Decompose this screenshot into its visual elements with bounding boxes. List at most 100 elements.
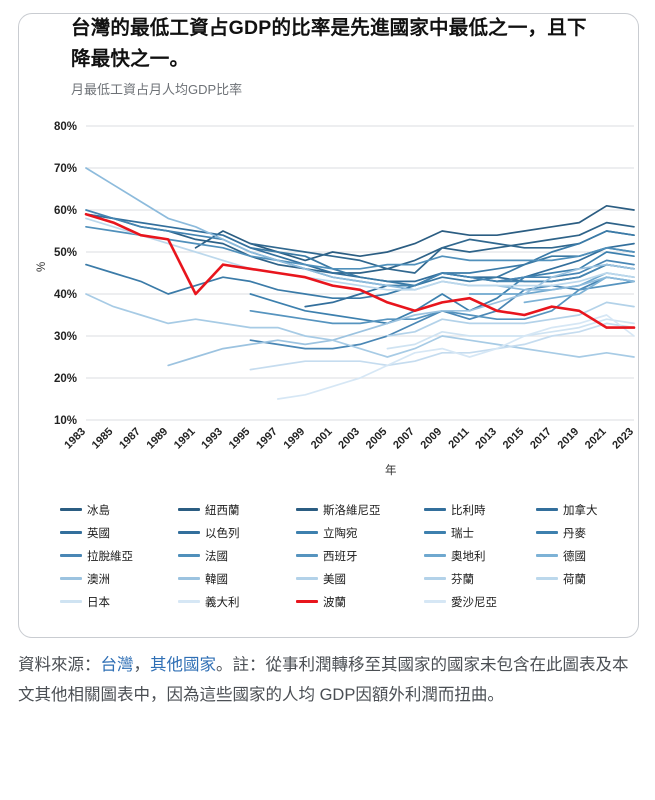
series-line-愛沙尼亞 bbox=[276, 314, 635, 400]
legend-label: 斯洛維尼亞 bbox=[323, 504, 381, 517]
legend-item-義大利[interactable]: 義大利 bbox=[178, 594, 296, 610]
legend-item-瑞士[interactable]: 瑞士 bbox=[424, 525, 536, 541]
x-tick-label: 1993 bbox=[199, 426, 225, 452]
x-tick-label: 1989 bbox=[145, 426, 171, 452]
legend-label: 立陶宛 bbox=[323, 527, 358, 540]
legend-item-比利時[interactable]: 比利時 bbox=[424, 502, 536, 518]
legend-item-加拿大[interactable]: 加拿大 bbox=[536, 502, 648, 518]
legend-swatch-icon bbox=[536, 554, 558, 557]
y-tick-label: 40% bbox=[54, 289, 77, 301]
series-line-荷蘭 bbox=[85, 217, 635, 291]
x-tick-label: 2021 bbox=[583, 426, 609, 452]
legend-label: 紐西蘭 bbox=[205, 504, 240, 517]
legend-label: 德國 bbox=[563, 550, 586, 563]
legend-swatch-icon bbox=[296, 577, 318, 580]
x-tick-label: 2015 bbox=[501, 426, 527, 452]
series-line-瑞士 bbox=[496, 259, 635, 283]
chart-plot-area: 10% 20% 30% 40% 50% 60% 70% 80% 1983 1985 1987 1989… bbox=[0, 108, 655, 488]
x-tick-label: 2013 bbox=[473, 426, 499, 452]
source-note-rest: 。註：從事利潤轉移至其國家的國家未包含在此圖表及本文其他相關圖表中，因為這些國家… bbox=[18, 656, 629, 704]
source-note: 資料來源：台灣，其他國家。註：從事利潤轉移至其國家的國家未包含在此圖表及本文其他… bbox=[18, 650, 643, 710]
chart-legend: 冰島 紐西蘭 斯洛維尼亞 比利時 加拿大英國 以色列 立陶宛 瑞士 丹麥拉脫維亞 法國 西班牙 奧地利… bbox=[60, 498, 630, 613]
legend-swatch-icon bbox=[536, 508, 558, 511]
legend-swatch-icon bbox=[60, 554, 82, 557]
legend-swatch-icon bbox=[424, 508, 446, 511]
legend-item-澳洲[interactable]: 澳洲 bbox=[60, 571, 178, 587]
source-separator: ， bbox=[133, 656, 151, 674]
series-line-立陶宛 bbox=[249, 251, 635, 325]
y-tick-label: 60% bbox=[54, 205, 77, 217]
legend-swatch-icon bbox=[424, 531, 446, 534]
legend-swatch-icon bbox=[178, 531, 200, 534]
legend-label: 波蘭 bbox=[323, 596, 346, 609]
y-tick-label: 30% bbox=[54, 331, 77, 343]
source-link-taiwan[interactable]: 台灣 bbox=[100, 656, 134, 674]
legend-swatch-icon bbox=[536, 577, 558, 580]
source-link-other-countries[interactable]: 其他國家 bbox=[150, 656, 216, 674]
legend-label: 法國 bbox=[205, 550, 228, 563]
legend-label: 加拿大 bbox=[563, 504, 598, 517]
legend-item-奧地利[interactable]: 奧地利 bbox=[424, 548, 536, 564]
page-title: 台灣的最低工資占GDP的比率是先進國家中最低之一，且下降最快之一。 bbox=[71, 17, 587, 70]
x-tick-label: 1983 bbox=[62, 426, 88, 452]
series-line-冰島 bbox=[194, 204, 635, 262]
legend-swatch-icon bbox=[60, 531, 82, 534]
legend-label: 澳洲 bbox=[87, 573, 110, 586]
x-tick-label: 1997 bbox=[254, 426, 280, 452]
legend-label: 荷蘭 bbox=[563, 573, 586, 586]
x-tick-label: 2019 bbox=[556, 426, 582, 452]
legend-item-法國[interactable]: 法國 bbox=[178, 548, 296, 564]
legend-label: 芬蘭 bbox=[451, 573, 474, 586]
x-axis-title: 年 bbox=[385, 465, 397, 477]
legend-item-德國[interactable]: 德國 bbox=[536, 548, 648, 564]
legend-label: 瑞士 bbox=[451, 527, 474, 540]
legend-item-紐西蘭[interactable]: 紐西蘭 bbox=[178, 502, 296, 518]
series-line-美國 bbox=[85, 293, 635, 358]
y-tick-label: 20% bbox=[54, 373, 77, 385]
legend-item-波蘭[interactable]: 波蘭 bbox=[296, 594, 424, 610]
legend-swatch-icon bbox=[60, 577, 82, 580]
legend-item-斯洛維尼亞[interactable]: 斯洛維尼亞 bbox=[296, 502, 424, 518]
y-tick-label: 80% bbox=[54, 121, 77, 133]
legend-item-西班牙[interactable]: 西班牙 bbox=[296, 548, 424, 564]
legend-swatch-icon bbox=[178, 554, 200, 557]
series-line-波蘭 bbox=[84, 212, 636, 329]
x-tick-label: 1985 bbox=[90, 426, 116, 452]
legend-item-丹麥[interactable]: 丹麥 bbox=[536, 525, 648, 541]
series-line-奧地利 bbox=[468, 272, 635, 295]
legend-item-愛沙尼亞[interactable]: 愛沙尼亞 bbox=[424, 594, 536, 610]
x-tick-label: 2005 bbox=[364, 426, 390, 452]
x-tick-label: 2003 bbox=[336, 426, 362, 452]
series-line-以色列 bbox=[249, 246, 635, 287]
legend-label: 丹麥 bbox=[563, 527, 586, 540]
y-tick-label: 70% bbox=[54, 163, 77, 175]
legend-item-以色列[interactable]: 以色列 bbox=[178, 525, 296, 541]
legend-item-拉脫維亞[interactable]: 拉脫維亞 bbox=[60, 548, 178, 564]
legend-swatch-icon bbox=[178, 577, 200, 580]
x-tick-label: 2007 bbox=[391, 426, 417, 452]
legend-label: 以色列 bbox=[205, 527, 240, 540]
series-line-日本 bbox=[249, 322, 635, 371]
x-tick-label: 1987 bbox=[117, 426, 143, 452]
legend-item-日本[interactable]: 日本 bbox=[60, 594, 178, 610]
legend-item-冰島[interactable]: 冰島 bbox=[60, 502, 178, 518]
legend-item-美國[interactable]: 美國 bbox=[296, 571, 424, 587]
legend-item-英國[interactable]: 英國 bbox=[60, 525, 178, 541]
legend-item-韓國[interactable]: 韓國 bbox=[178, 571, 296, 587]
legend-item-芬蘭[interactable]: 芬蘭 bbox=[424, 571, 536, 587]
legend-label: 奧地利 bbox=[451, 550, 486, 563]
legend-label: 英國 bbox=[87, 527, 110, 540]
chart-card bbox=[18, 13, 639, 638]
legend-swatch-icon bbox=[60, 600, 82, 603]
legend-item-荷蘭[interactable]: 荷蘭 bbox=[536, 571, 648, 587]
legend-item-立陶宛[interactable]: 立陶宛 bbox=[296, 525, 424, 541]
x-tick-label: 1999 bbox=[282, 426, 308, 452]
x-tick-label: 2009 bbox=[419, 426, 445, 452]
legend-label: 義大利 bbox=[205, 596, 240, 609]
x-tick-label: 2001 bbox=[309, 426, 335, 452]
x-tick-label: 2023 bbox=[610, 426, 636, 452]
legend-label: 比利時 bbox=[451, 504, 486, 517]
x-tick-label: 1991 bbox=[172, 426, 198, 452]
y-tick-label: 10% bbox=[54, 415, 77, 427]
legend-label: 拉脫維亞 bbox=[87, 550, 133, 563]
